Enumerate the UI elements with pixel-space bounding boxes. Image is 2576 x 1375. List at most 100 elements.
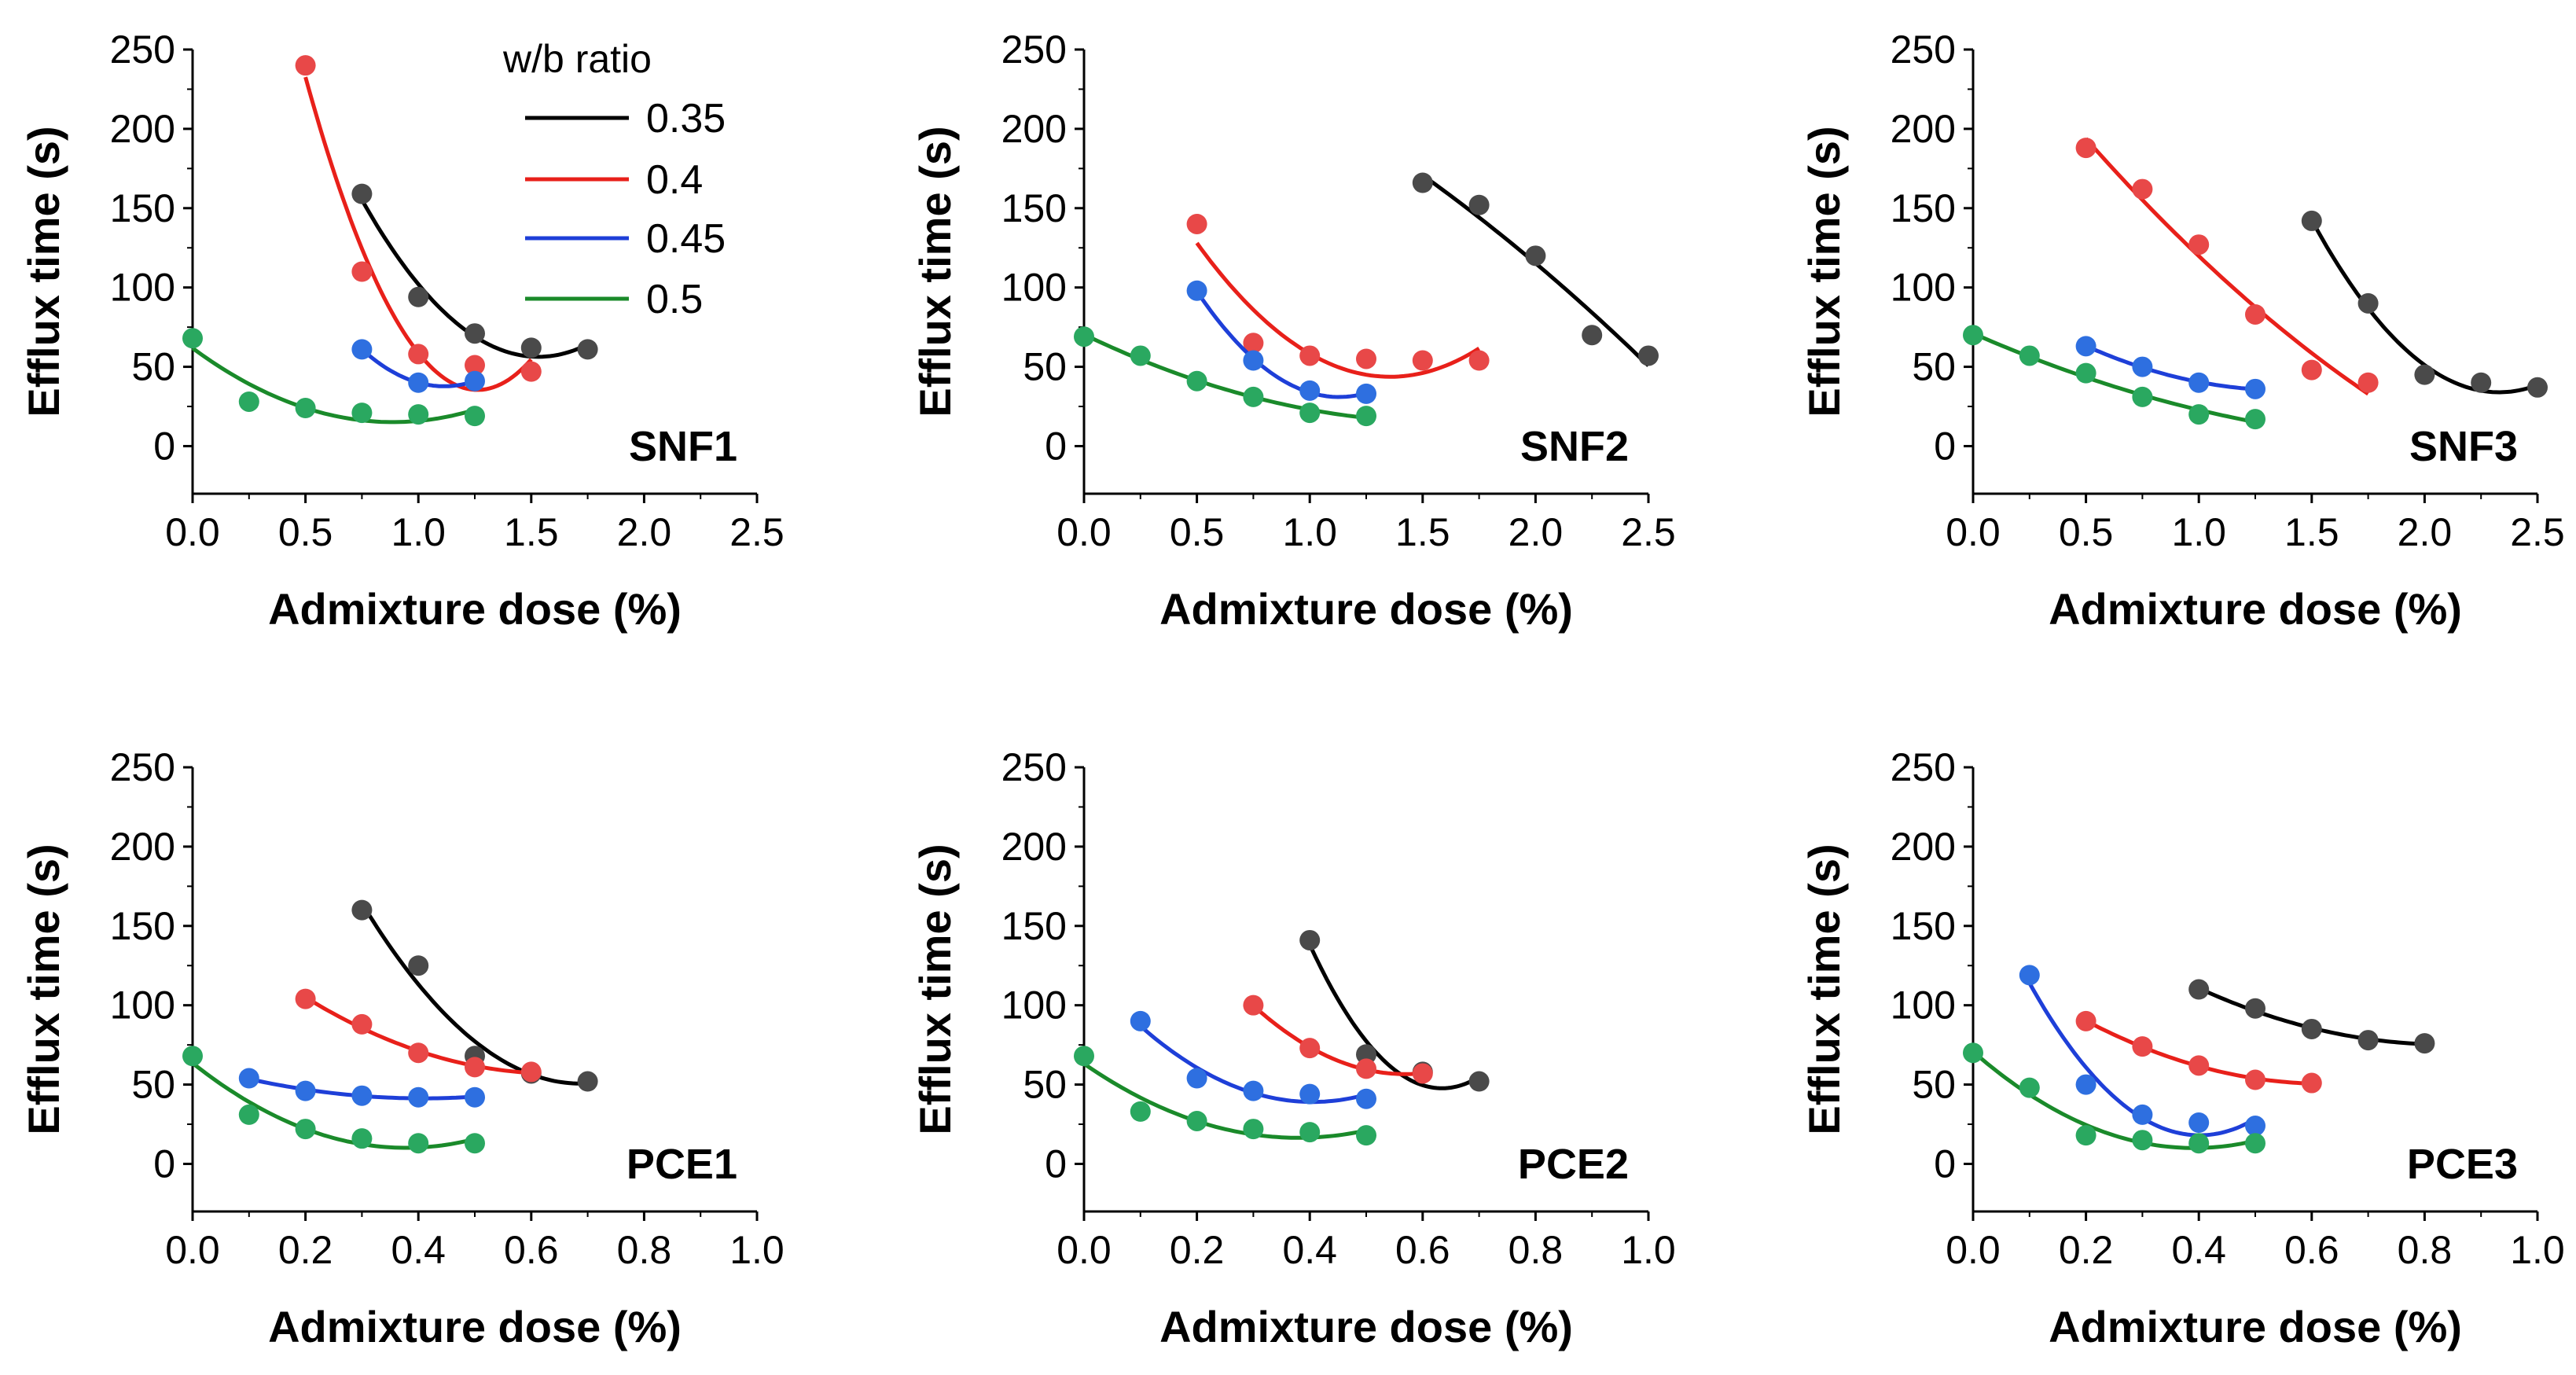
y-tick-label: 100: [1001, 983, 1067, 1028]
data-point-wb-0-35: [2301, 210, 2322, 231]
x-tick-label: 2.5: [2510, 510, 2565, 554]
legend-label-0-45: 0.45: [646, 216, 726, 262]
legend-label-0-4: 0.4: [646, 157, 703, 203]
data-point-wb-0-5: [182, 328, 203, 349]
data-point-wb-0-4: [1356, 1058, 1376, 1079]
data-point-wb-0-45: [2245, 378, 2265, 399]
chart-panel-pce2: 0 50 100 150 200 250 0.0 0.2 0.4 0.6 0.8 1.0 Admixtu…: [910, 745, 1676, 1351]
x-tick-label: 0.0: [165, 510, 220, 554]
x-tick-label: 0.0: [1946, 510, 2001, 554]
data-point-wb-0-5: [1130, 1101, 1151, 1122]
data-point-wb-0-45: [238, 1068, 259, 1089]
data-point-wb-0-4: [1356, 348, 1376, 369]
x-axis-title: Admixture dose (%): [2049, 1302, 2462, 1351]
y-tick-label: 200: [1001, 107, 1067, 151]
x-tick-label: 0.4: [2171, 1228, 2226, 1272]
data-point-wb-0-35: [351, 899, 373, 921]
data-point-wb-0-5: [1299, 1122, 1321, 1143]
x-tick-label: 0.2: [278, 1228, 333, 1272]
data-point-wb-0-4: [351, 261, 373, 282]
data-point-wb-0-35: [1638, 345, 1659, 366]
data-point-wb-0-45: [2245, 1116, 2265, 1137]
data-point-wb-0-35: [577, 339, 598, 360]
y-tick-label: 250: [1891, 745, 1956, 789]
data-point-wb-0-5: [465, 406, 485, 427]
chart-panel-snf1: 0 50 100 150 200 250 0.0 0.5 1.0 1.5 2.0 2.5 Admixtu…: [19, 28, 785, 634]
x-tick-label: 2.0: [617, 510, 672, 554]
fit-curve-wb-0-35: [1307, 943, 1480, 1090]
x-axis-title: Admixture dose (%): [268, 584, 682, 634]
chart-panel-pce1: 0 50 100 150 200 250 0.0 0.2 0.4 0.6 0.8 1.0 Admixtu…: [19, 745, 785, 1351]
x-tick-label: 0.2: [2059, 1228, 2114, 1272]
data-point-wb-0-45: [1130, 1010, 1151, 1031]
data-point-wb-0-35: [2357, 1030, 2379, 1051]
data-point-wb-0-4: [1243, 994, 1264, 1016]
x-tick-label: 0.2: [1170, 1228, 1225, 1272]
legend: w/b ratio 0.35 0.4 0.45 0.5: [502, 37, 726, 322]
data-point-wb-0-5: [1186, 370, 1207, 392]
data-point-wb-0-5: [2245, 409, 2265, 430]
x-tick-label: 0.4: [1282, 1228, 1337, 1272]
x-tick-label: 0.6: [504, 1228, 559, 1272]
data-point-wb-0-4: [465, 355, 485, 376]
panel-label: SNF1: [629, 423, 737, 470]
data-point-wb-0-35: [2414, 1033, 2435, 1054]
y-tick-label: 250: [1891, 28, 1956, 72]
y-tick-label: 0: [1934, 424, 1956, 468]
data-point-wb-0-45: [465, 1086, 485, 1108]
y-tick-label: 0: [153, 1142, 175, 1186]
y-tick-label: 0: [1934, 1142, 1956, 1186]
x-tick-label: 1.0: [2171, 510, 2226, 554]
data-point-wb-0-35: [2414, 364, 2435, 385]
data-point-wb-0-5: [2132, 386, 2153, 407]
data-point-wb-0-5: [2188, 1133, 2210, 1154]
data-point-wb-0-4: [2357, 372, 2379, 393]
data-point-wb-0-35: [1468, 194, 1490, 215]
x-tick-label: 1.0: [1282, 510, 1337, 554]
data-point-wb-0-4: [2245, 303, 2265, 325]
y-axis-title: Efflux time (s): [1799, 844, 1849, 1134]
data-point-wb-0-4: [1243, 333, 1264, 354]
data-point-wb-0-4: [1186, 213, 1207, 234]
y-tick-label: 200: [1891, 825, 1956, 869]
x-tick-label: 2.5: [729, 510, 785, 554]
data-point-wb-0-45: [2075, 1074, 2096, 1095]
x-tick-label: 1.0: [391, 510, 446, 554]
panel-label: SNF3: [2409, 423, 2518, 470]
x-tick-label: 0.8: [2398, 1228, 2453, 1272]
x-tick-label: 0.5: [1170, 510, 1225, 554]
data-point-wb-0-45: [1186, 280, 1207, 301]
data-point-wb-0-45: [351, 339, 373, 360]
data-point-wb-0-35: [577, 1071, 598, 1092]
x-axis-title: Admixture dose (%): [2049, 584, 2462, 634]
data-point-wb-0-4: [1299, 1038, 1321, 1059]
data-point-wb-0-5: [182, 1046, 203, 1067]
fit-curve-wb-0-35: [1421, 173, 1650, 367]
data-point-wb-0-35: [1412, 172, 1433, 193]
y-tick-label: 150: [1001, 904, 1067, 948]
x-tick-label: 0.8: [1508, 1228, 1564, 1272]
x-tick-label: 1.0: [2510, 1228, 2565, 1272]
data-point-wb-0-45: [1243, 1080, 1264, 1101]
y-tick-label: 150: [110, 186, 175, 230]
data-point-wb-0-45: [351, 1085, 373, 1106]
fit-curve-wb-0-35: [360, 902, 588, 1086]
data-point-wb-0-4: [520, 361, 542, 382]
data-point-wb-0-35: [2245, 998, 2265, 1019]
data-point-wb-0-5: [351, 403, 373, 424]
y-tick-label: 100: [1001, 266, 1067, 310]
y-tick-label: 150: [1891, 186, 1956, 230]
data-point-wb-0-5: [295, 1119, 316, 1140]
data-point-wb-0-5: [408, 404, 429, 425]
data-point-wb-0-5: [238, 391, 259, 412]
data-point-wb-0-5: [1963, 325, 1983, 346]
y-tick-label: 100: [1891, 983, 1956, 1028]
data-point-wb-0-5: [1963, 1042, 1983, 1064]
data-point-wb-0-45: [408, 372, 429, 393]
y-tick-label: 50: [1023, 345, 1067, 389]
x-tick-label: 2.0: [2398, 510, 2453, 554]
y-tick-label: 250: [110, 745, 175, 789]
data-point-wb-0-5: [2188, 404, 2210, 425]
x-tick-label: 2.0: [1508, 510, 1564, 554]
x-tick-label: 0.5: [2059, 510, 2114, 554]
